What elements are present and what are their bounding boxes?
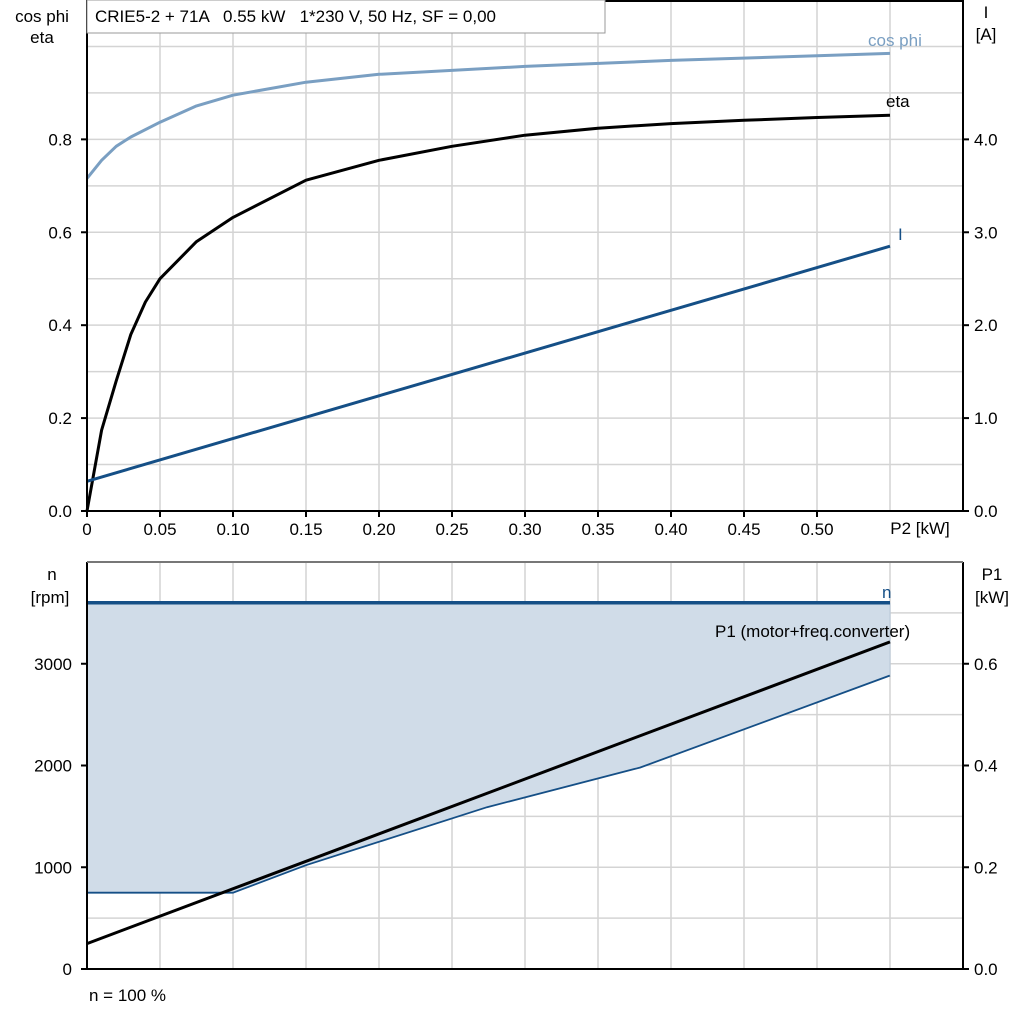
current-curve [86,244,891,483]
bottom-right-axis-label-1: P1 [982,565,1003,584]
speed-range-area [87,602,890,893]
y-tick-label-right: 4.0 [974,130,998,149]
label-P1: P1 (motor+freq.converter) [715,622,910,641]
cos-phi-curve [85,51,891,180]
y-tick-label-right: 0.4 [974,757,998,776]
y-tick-label-right: 0.6 [974,655,998,674]
y-tick-label-left: 1000 [34,858,72,877]
y-tick-label-left: 0.6 [48,223,72,242]
y-tick-label-left: 0.8 [48,130,72,149]
x-tick-label: 0.45 [727,520,760,539]
x-tick-label: 0.15 [289,520,322,539]
top-chart-grid [87,0,963,511]
bottom-right-axis-label-2: [kW] [975,588,1009,607]
x-tick-label: 0.50 [800,520,833,539]
eta-curve [85,113,891,512]
top-left-axis-label-1: cos phi [15,7,69,26]
axes: 0.0 0.2 0.4 0.6 0.8 0.0 1.0 2.0 3.0 4.0 0 0.05 0.10 0… [34,0,998,979]
top-right-axis-label-2: [A] [976,25,997,44]
y-tick-label-right: 0.0 [974,502,998,521]
bottom-chart-series [86,600,891,946]
label-n: n [882,583,891,602]
top-x-axis-label: P2 [kW] [890,519,950,538]
y-tick-label-left: 2000 [34,757,72,776]
y-tick-label-right: 0.0 [974,960,998,979]
bottom-left-axis-label-2: [rpm] [31,588,70,607]
top-chart-series [85,51,891,512]
label-cos-phi: cos phi [868,31,922,50]
x-tick-label: 0.25 [435,520,468,539]
top-right-axis-label-1: I [984,3,989,22]
top-left-axis-label-2: eta [30,28,54,47]
y-tick-label-left: 0.4 [48,316,72,335]
x-tick-label: 0.35 [581,520,614,539]
y-tick-label-right: 0.2 [974,858,998,877]
x-tick-label: 0 [82,520,91,539]
y-tick-label-right: 3.0 [974,223,998,242]
x-tick-label: 0.05 [143,520,176,539]
chart-title: CRIE5-2 + 71A 0.55 kW 1*230 V, 50 Hz, SF… [95,7,496,26]
y-tick-label-left: 0 [63,960,72,979]
title-box [86,0,606,34]
bottom-left-axis-label-1: n [47,565,56,584]
x-tick-label: 0.20 [362,520,395,539]
y-tick-label-right: 1.0 [974,409,998,428]
y-tick-label-left: 3000 [34,655,72,674]
footer-note: n = 100 % [89,986,166,1005]
p1-curve [86,640,891,946]
y-tick-label-left: 0.2 [48,409,72,428]
label-I: I [898,225,903,244]
label-eta: eta [886,92,910,111]
y-tick-label-right: 2.0 [974,316,998,335]
x-tick-label: 0.40 [654,520,687,539]
y-tick-label-left: 0.0 [48,502,72,521]
min-speed-curve [87,674,891,894]
x-tick-label: 0.30 [508,520,541,539]
x-tick-label: 0.10 [216,520,249,539]
